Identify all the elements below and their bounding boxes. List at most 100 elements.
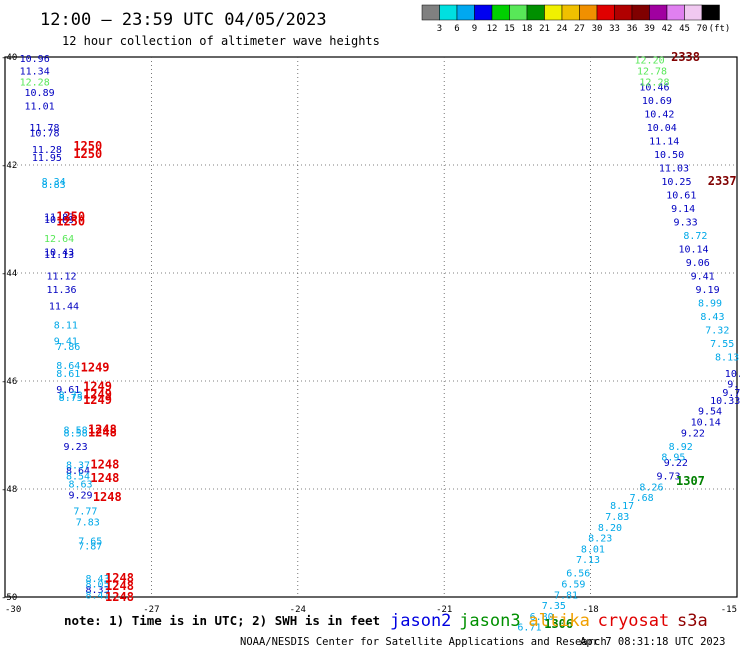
x-tick-label: -21 <box>436 605 452 615</box>
colorbar-label: 21 <box>539 24 550 34</box>
colorbar-label: 12 <box>487 24 498 34</box>
wave-height-label: 11.12 <box>46 272 76 283</box>
wave-height-label: 11.14 <box>649 137 679 148</box>
colorbar-swatch <box>666 4 685 21</box>
wave-height-label: 8.61 <box>56 369 80 380</box>
time-label: 1248 <box>90 471 119 485</box>
colorbar-swatch <box>474 4 493 21</box>
colorbar-label: 36 <box>627 24 638 34</box>
wave-height-label: 10.61 <box>666 191 696 202</box>
colorbar-swatch <box>561 4 580 21</box>
colorbar-swatch <box>439 4 458 21</box>
x-tick-label: -24 <box>290 605 306 615</box>
wave-height-label: 9.22 <box>681 428 705 439</box>
wave-height-label: 9.70 <box>722 388 740 399</box>
wave-height-label: 10.50 <box>654 150 684 161</box>
wave-height-label: 9.29 <box>68 490 92 501</box>
wave-height-label: 7.32 <box>705 326 729 337</box>
y-tick-label: -46 <box>1 377 17 387</box>
colorbar-swatch <box>596 4 615 21</box>
wave-height-label: 7.77 <box>73 507 97 518</box>
wave-height-label: 8.43 <box>86 574 110 585</box>
satellite-legend: jason2 jason3 altika cryosat s3a <box>390 611 708 631</box>
x-tick-label: -30 <box>5 605 21 615</box>
wave-height-label: 9.14 <box>671 204 695 215</box>
time-label: 1249 <box>81 361 110 375</box>
legend-s3a: s3a <box>677 611 708 631</box>
wave-height-label: 10.89 <box>25 88 55 99</box>
time-label: 1307 <box>676 474 705 488</box>
legend-jason3: jason3 <box>459 611 520 631</box>
colorbar-label: 70 <box>697 24 708 34</box>
wave-height-label: 8.92 <box>669 442 693 453</box>
wave-height-label: 12.78 <box>637 67 667 78</box>
wave-height-label: 10.42 <box>644 110 674 121</box>
wave-height-label: 7.13 <box>576 555 600 566</box>
wave-height-label: 8.13 <box>715 353 739 364</box>
wave-height-label: 6.80 <box>530 612 554 623</box>
colorbar-label: 42 <box>662 24 673 34</box>
wave-height-label: 10.04 <box>647 123 677 134</box>
wave-height-label: 9.33 <box>674 218 698 229</box>
wave-height-label: 8.43 <box>700 312 724 323</box>
colorbar-label: 3 <box>437 24 442 34</box>
wave-height-label: 8.26 <box>639 482 663 493</box>
wave-height-label: 7.86 <box>56 342 80 353</box>
colorbar-swatch <box>544 4 563 21</box>
colorbar-label: 30 <box>592 24 603 34</box>
colorbar-label: 33 <box>609 24 620 34</box>
wave-height-label: 9.1 <box>727 380 740 391</box>
time-label: 1248 <box>90 458 119 472</box>
wave-height-label: 8.20 <box>598 523 622 534</box>
wave-height-label: 12.20 <box>635 56 665 67</box>
time-label: 1249 <box>83 393 112 407</box>
x-tick-label: -27 <box>143 605 159 615</box>
wave-height-label: 10.14 <box>691 418 721 429</box>
wave-height-label: 8.64 <box>56 361 80 372</box>
time-label: 1248 <box>93 490 122 504</box>
time-label: 1248 <box>105 571 134 585</box>
colorbar-label: 9 <box>472 24 477 34</box>
colorbar-label: 15 <box>504 24 515 34</box>
wave-height-label: 9.41 <box>691 272 715 283</box>
time-label: 2337 <box>708 174 737 188</box>
wave-height-label: 7.68 <box>630 493 654 504</box>
wave-height-label: 8.01 <box>581 544 605 555</box>
time-label: 1248 <box>88 425 117 439</box>
colorbar-label: 45 <box>679 24 690 34</box>
time-label: 2338 <box>671 50 700 64</box>
wave-height-label: 10.89 <box>44 215 74 226</box>
wave-height-label: 9.23 <box>64 442 88 453</box>
plot-grid <box>4 56 738 598</box>
y-tick-label: -50 <box>1 593 17 603</box>
time-label: 1250 <box>56 209 85 223</box>
time-label: 1250 <box>73 139 102 153</box>
wave-height-label: 11.95 <box>32 153 62 164</box>
wave-height-label: 11.13 <box>44 250 74 261</box>
wave-height-label: 8.17 <box>610 501 634 512</box>
plot-frame <box>4 56 738 598</box>
credit-timestamp: Apr 7 08:31:18 UTC 2023 <box>580 636 725 648</box>
time-label: 1250 <box>73 147 102 161</box>
wave-height-label: 10.46 <box>639 83 669 94</box>
colorbar-swatch <box>526 4 545 21</box>
colorbar-label: 27 <box>574 24 585 34</box>
wave-height-label: 11.44 <box>49 301 79 312</box>
time-label: 1306 <box>544 617 573 631</box>
wave-height-label: 10.43 <box>44 247 74 258</box>
colorbar-label: 6 <box>454 24 459 34</box>
wave-height-label: 11.28 <box>32 145 62 156</box>
wave-height-label: 9.61 <box>56 385 80 396</box>
y-tick-label: -44 <box>1 269 17 279</box>
wave-height-label: 12.28 <box>20 77 50 88</box>
x-tick-label: -15 <box>721 605 737 615</box>
colorbar-swatch <box>701 4 720 21</box>
colorbar-label: 39 <box>644 24 655 34</box>
wave-height-label: 8.11 <box>54 320 78 331</box>
colorbar-swatch <box>421 4 440 21</box>
colorbar-label: 24 <box>557 24 568 34</box>
y-tick-label: -48 <box>1 485 17 495</box>
time-label: 1248 <box>105 590 134 604</box>
wave-height-label: 8.58 <box>64 426 88 437</box>
